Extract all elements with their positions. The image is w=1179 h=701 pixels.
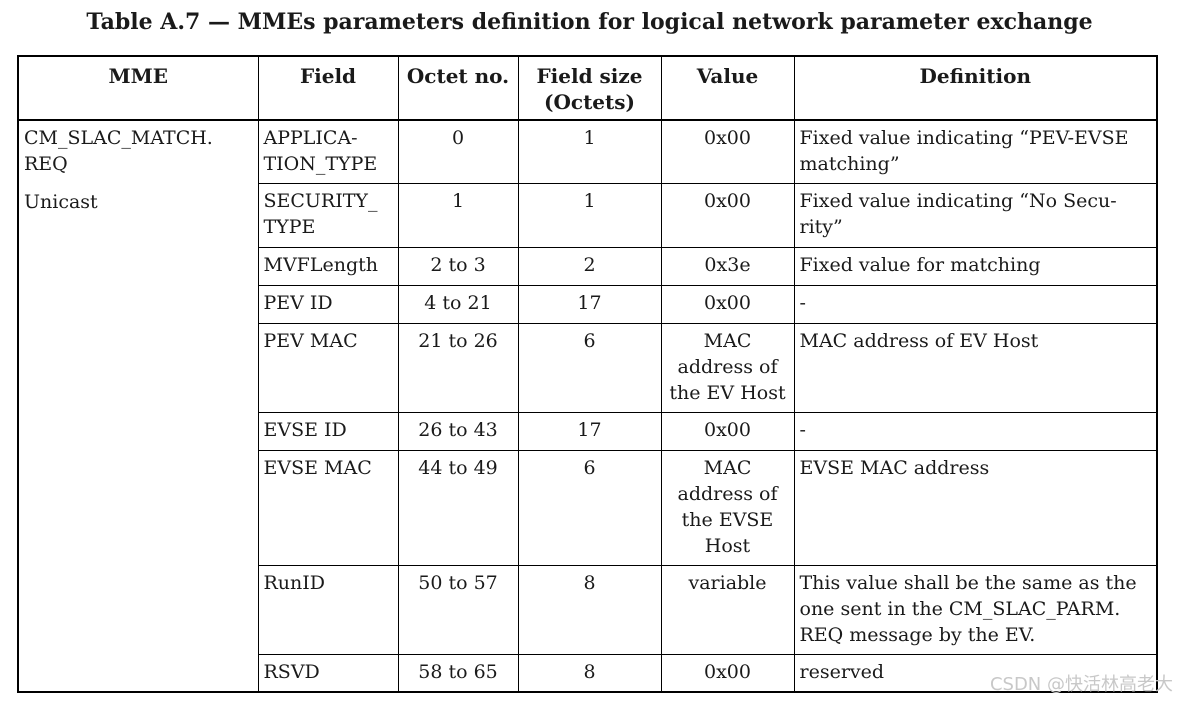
cell-value: 0x00: [660, 284, 795, 324]
cell-field: MVFLength: [257, 246, 399, 286]
cell-field: SECURITY_ TYPE: [257, 182, 399, 248]
cell-field: RSVD: [257, 653, 399, 693]
cell-definition: -: [793, 411, 1158, 451]
cell-definition: reserved: [793, 653, 1158, 693]
header-field-size: Field size (Octets): [517, 55, 662, 121]
cell-octet: 26 to 43: [397, 411, 519, 451]
cell-value: MAC address of the EVSE Host: [660, 449, 795, 566]
table-row: SECURITY_ TYPE 1 1 0x00 Fixed value indic…: [18, 182, 1158, 248]
cell-definition: Fixed value for matching: [793, 246, 1158, 286]
cell-size: 8: [517, 653, 662, 693]
watermark-text: CSDN @快活林高老大: [989, 674, 1173, 695]
table-row: EVSE ID 26 to 43 17 0x00 -: [18, 411, 1158, 451]
header-definition: Definition: [793, 55, 1158, 121]
cell-value: variable: [660, 564, 795, 655]
cell-size: 2: [517, 246, 662, 286]
table-caption: Table A.7 — MMEs parameters definition f…: [86, 9, 1093, 35]
cell-octet: 50 to 57: [397, 564, 519, 655]
table-row: RSVD 58 to 65 8 0x00 reserved: [18, 653, 1158, 693]
cell-value: 0x00: [660, 182, 795, 248]
table-header-row: MME Field Octet no. Field size (Octets) …: [17, 55, 1158, 121]
cell-value: MAC address of the EV Host: [660, 322, 795, 413]
cell-definition: Fixed value indicating “PEV-EVSE matchin…: [793, 119, 1158, 184]
table-row: MVFLength 2 to 3 2 0x3e Fixed value for …: [18, 246, 1158, 286]
cell-size: 8: [517, 564, 662, 655]
cell-octet: 21 to 26: [397, 322, 519, 413]
cell-octet: 4 to 21: [397, 284, 519, 324]
cell-value: 0x00: [660, 653, 795, 693]
cell-definition: EVSE MAC address: [793, 449, 1158, 566]
cell-size: 6: [517, 449, 662, 566]
cell-field: RunID: [257, 564, 399, 655]
header-field-size-line1: Field size: [536, 64, 643, 88]
cell-definition: -: [793, 284, 1158, 324]
table-row: CM_SLAC_MATCH. REQ Unicast APPLICA- TION_…: [17, 119, 1158, 693]
cell-size: 1: [517, 119, 662, 184]
cell-field: PEV MAC: [257, 322, 399, 413]
cell-octet: 58 to 65: [397, 653, 519, 693]
table-row: PEV ID 4 to 21 17 0x00 -: [18, 284, 1158, 324]
cell-octet: 2 to 3: [397, 246, 519, 286]
cell-value: 0x00: [660, 411, 795, 451]
cell-octet: 44 to 49: [397, 449, 519, 566]
mme-delivery-mode: Unicast: [24, 191, 98, 213]
cell-definition: Fixed value indicating “No Secu-rity”: [793, 182, 1158, 248]
cell-field: EVSE ID: [257, 411, 399, 451]
mme-name-line1: CM_SLAC_MATCH.: [24, 127, 213, 149]
header-field-size-line2: (Octets): [544, 90, 635, 114]
cell-field: APPLICA- TION_TYPE: [257, 119, 399, 184]
cell-size: 1: [517, 182, 662, 248]
cell-definition: This value shall be the same as the one …: [793, 564, 1158, 655]
header-value: Value: [660, 55, 795, 121]
mme-parameters-table: MME Field Octet no. Field size (Octets) …: [17, 55, 1158, 693]
mme-cell: CM_SLAC_MATCH. REQ Unicast: [17, 119, 259, 693]
mme-name-line2: REQ: [24, 153, 68, 175]
cell-size: 17: [517, 284, 662, 324]
header-mme: MME: [17, 55, 259, 121]
cell-octet: 0: [397, 119, 519, 184]
cell-definition: MAC address of EV Host: [793, 322, 1158, 413]
table-row: EVSE MAC 44 to 49 6 MAC address of the E…: [18, 449, 1158, 566]
header-field: Field: [257, 55, 399, 121]
header-octet-no: Octet no.: [397, 55, 519, 121]
cell-size: 17: [517, 411, 662, 451]
cell-field: PEV ID: [257, 284, 399, 324]
table-row: PEV MAC 21 to 26 6 MAC address of the EV…: [18, 322, 1158, 413]
cell-size: 6: [517, 322, 662, 413]
cell-octet: 1: [397, 182, 519, 248]
table-row: RunID 50 to 57 8 variable This value sha…: [18, 564, 1158, 655]
cell-value: 0x00: [660, 119, 795, 184]
cell-value: 0x3e: [660, 246, 795, 286]
cell-field: EVSE MAC: [257, 449, 399, 566]
